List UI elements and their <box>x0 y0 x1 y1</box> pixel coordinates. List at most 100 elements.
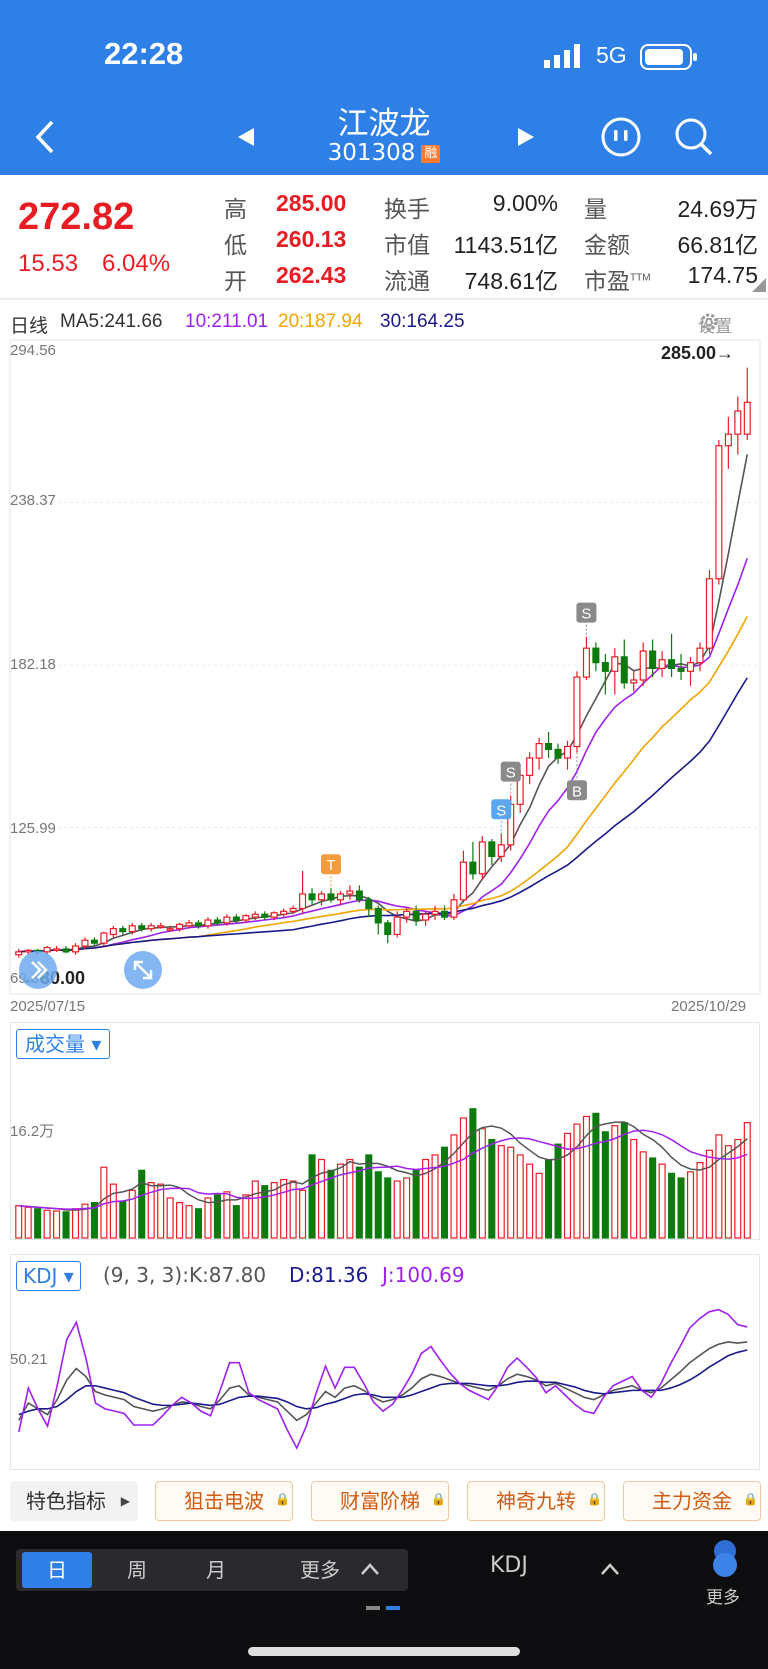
period-month[interactable]: 月 <box>206 1558 226 1582</box>
feature-indicator-button[interactable]: 特色指标 ▶ <box>10 1481 138 1521</box>
lock-icon: 🔒 <box>431 1492 446 1506</box>
x-axis-end: 2025/10/29 <box>671 998 747 1015</box>
candle-body <box>440 910 449 918</box>
turnover-label: 换手 <box>384 196 430 222</box>
fullscreen-icon[interactable] <box>123 950 163 990</box>
lock-icon: 🔒 <box>275 1492 290 1506</box>
stock-code: 301308 <box>327 140 416 166</box>
expand-corner-icon[interactable] <box>752 278 766 292</box>
candle-body <box>346 890 354 895</box>
chevron-up-icon[interactable] <box>360 1561 380 1577</box>
kline-chart[interactable]: T S S S B <box>0 336 768 996</box>
volume-bar <box>743 1122 751 1239</box>
volume-chart[interactable] <box>0 1030 768 1240</box>
tab-nine-label: 神奇九转 <box>496 1489 576 1513</box>
mktcap-label: 市值 <box>384 232 430 258</box>
more-avatar-icon[interactable] <box>710 1539 740 1579</box>
tab-sniper[interactable]: 狙击电波 🔒 <box>155 1481 293 1521</box>
ma20-line <box>18 615 748 953</box>
float-value: 748.61亿 <box>464 268 558 294</box>
candle-body <box>686 662 695 672</box>
page-dot-active <box>386 1606 400 1610</box>
chat-icon[interactable] <box>600 116 642 158</box>
candle-body <box>336 893 344 901</box>
candle-body <box>563 745 572 759</box>
kdj-lines <box>18 1308 748 1450</box>
volume-bar <box>355 1166 363 1239</box>
volume-axis: 16.2万 <box>10 1123 55 1140</box>
candle-body <box>535 743 543 759</box>
home-indicator <box>248 1647 520 1656</box>
volume-bar <box>422 1158 430 1239</box>
volume-bar <box>384 1177 392 1239</box>
pe-sup: TTM <box>630 272 651 284</box>
candle-body <box>374 907 382 924</box>
header-bar: 22:28 5G 江波龙 301308 融 <box>0 0 768 175</box>
tab-fund[interactable]: 主力资金 🔒 <box>623 1481 761 1521</box>
candle-body <box>620 656 628 684</box>
volume-bar <box>686 1171 695 1239</box>
period-week[interactable]: 周 <box>127 1558 147 1582</box>
high-label: 高 <box>224 196 247 222</box>
volume-bar <box>526 1163 534 1239</box>
volume-bar <box>592 1112 600 1239</box>
indicator-label[interactable]: KDJ <box>490 1553 528 1578</box>
candle-body <box>232 916 240 921</box>
volume-bar <box>412 1169 420 1239</box>
last-price: 272.82 <box>18 196 135 238</box>
marker-s: S <box>506 765 516 782</box>
volume-selector[interactable]: 成交量 ▾ <box>16 1029 111 1059</box>
candle-body <box>62 948 70 953</box>
scroll-left-icon[interactable] <box>18 950 58 990</box>
kdj-label: KDJ <box>23 1264 58 1288</box>
candle-body <box>545 743 553 750</box>
marker-s: S <box>496 802 506 819</box>
pe-label-text: 市盈 <box>584 268 630 294</box>
lock-icon: 🔒 <box>743 1492 758 1506</box>
volume-bar <box>563 1132 572 1239</box>
marker-s-badge <box>576 602 597 623</box>
tab-wealth[interactable]: 财富阶梯 🔒 <box>311 1481 449 1521</box>
volume-bar <box>81 1203 89 1239</box>
chevron-up-icon[interactable] <box>600 1561 620 1577</box>
volume-frame <box>10 1022 760 1240</box>
volume-bar <box>71 1208 80 1239</box>
back-icon[interactable] <box>30 118 60 156</box>
volume-bar <box>232 1205 240 1239</box>
status-time: 22:28 <box>104 36 184 71</box>
prev-stock-icon[interactable] <box>236 126 256 148</box>
dropdown-icon: ▾ <box>85 1032 102 1056</box>
ma5-label: MA5:241.66 <box>60 311 163 332</box>
volume-bar <box>374 1171 382 1239</box>
period-label: 日线 <box>10 316 49 337</box>
volume-bar <box>251 1180 259 1239</box>
candle-body <box>81 939 89 947</box>
candle-body <box>299 893 307 910</box>
candle-body <box>308 893 316 901</box>
float-label: 流通 <box>384 268 430 294</box>
gear-icon[interactable] <box>698 311 720 333</box>
volume-bar <box>109 1183 117 1239</box>
period-more[interactable]: 更多 <box>300 1558 340 1582</box>
volume-bar <box>649 1157 657 1239</box>
volume-bar <box>289 1180 297 1239</box>
candle-body <box>412 910 420 921</box>
next-stock-icon[interactable] <box>516 126 536 148</box>
ma10-line <box>18 557 749 953</box>
price-change: 15.53 <box>18 250 79 277</box>
more-label[interactable]: 更多 <box>706 1588 740 1608</box>
search-icon[interactable] <box>673 116 715 158</box>
volume-bar <box>724 1145 732 1239</box>
volume-bar <box>658 1163 666 1239</box>
volume-bar <box>327 1169 335 1239</box>
marker-t: T <box>326 857 335 874</box>
tab-nine[interactable]: 神奇九转 🔒 <box>467 1481 605 1521</box>
kdj-selector[interactable]: KDJ ▾ <box>16 1261 81 1291</box>
volume-bar <box>147 1182 155 1239</box>
kdj-d-value: D:81.36 <box>289 1263 369 1287</box>
volume-bar <box>611 1125 619 1239</box>
period-day[interactable]: 日 <box>22 1552 92 1588</box>
volume-bar <box>90 1202 98 1239</box>
kdj-chart[interactable] <box>0 1295 768 1470</box>
candle-body <box>119 928 127 933</box>
